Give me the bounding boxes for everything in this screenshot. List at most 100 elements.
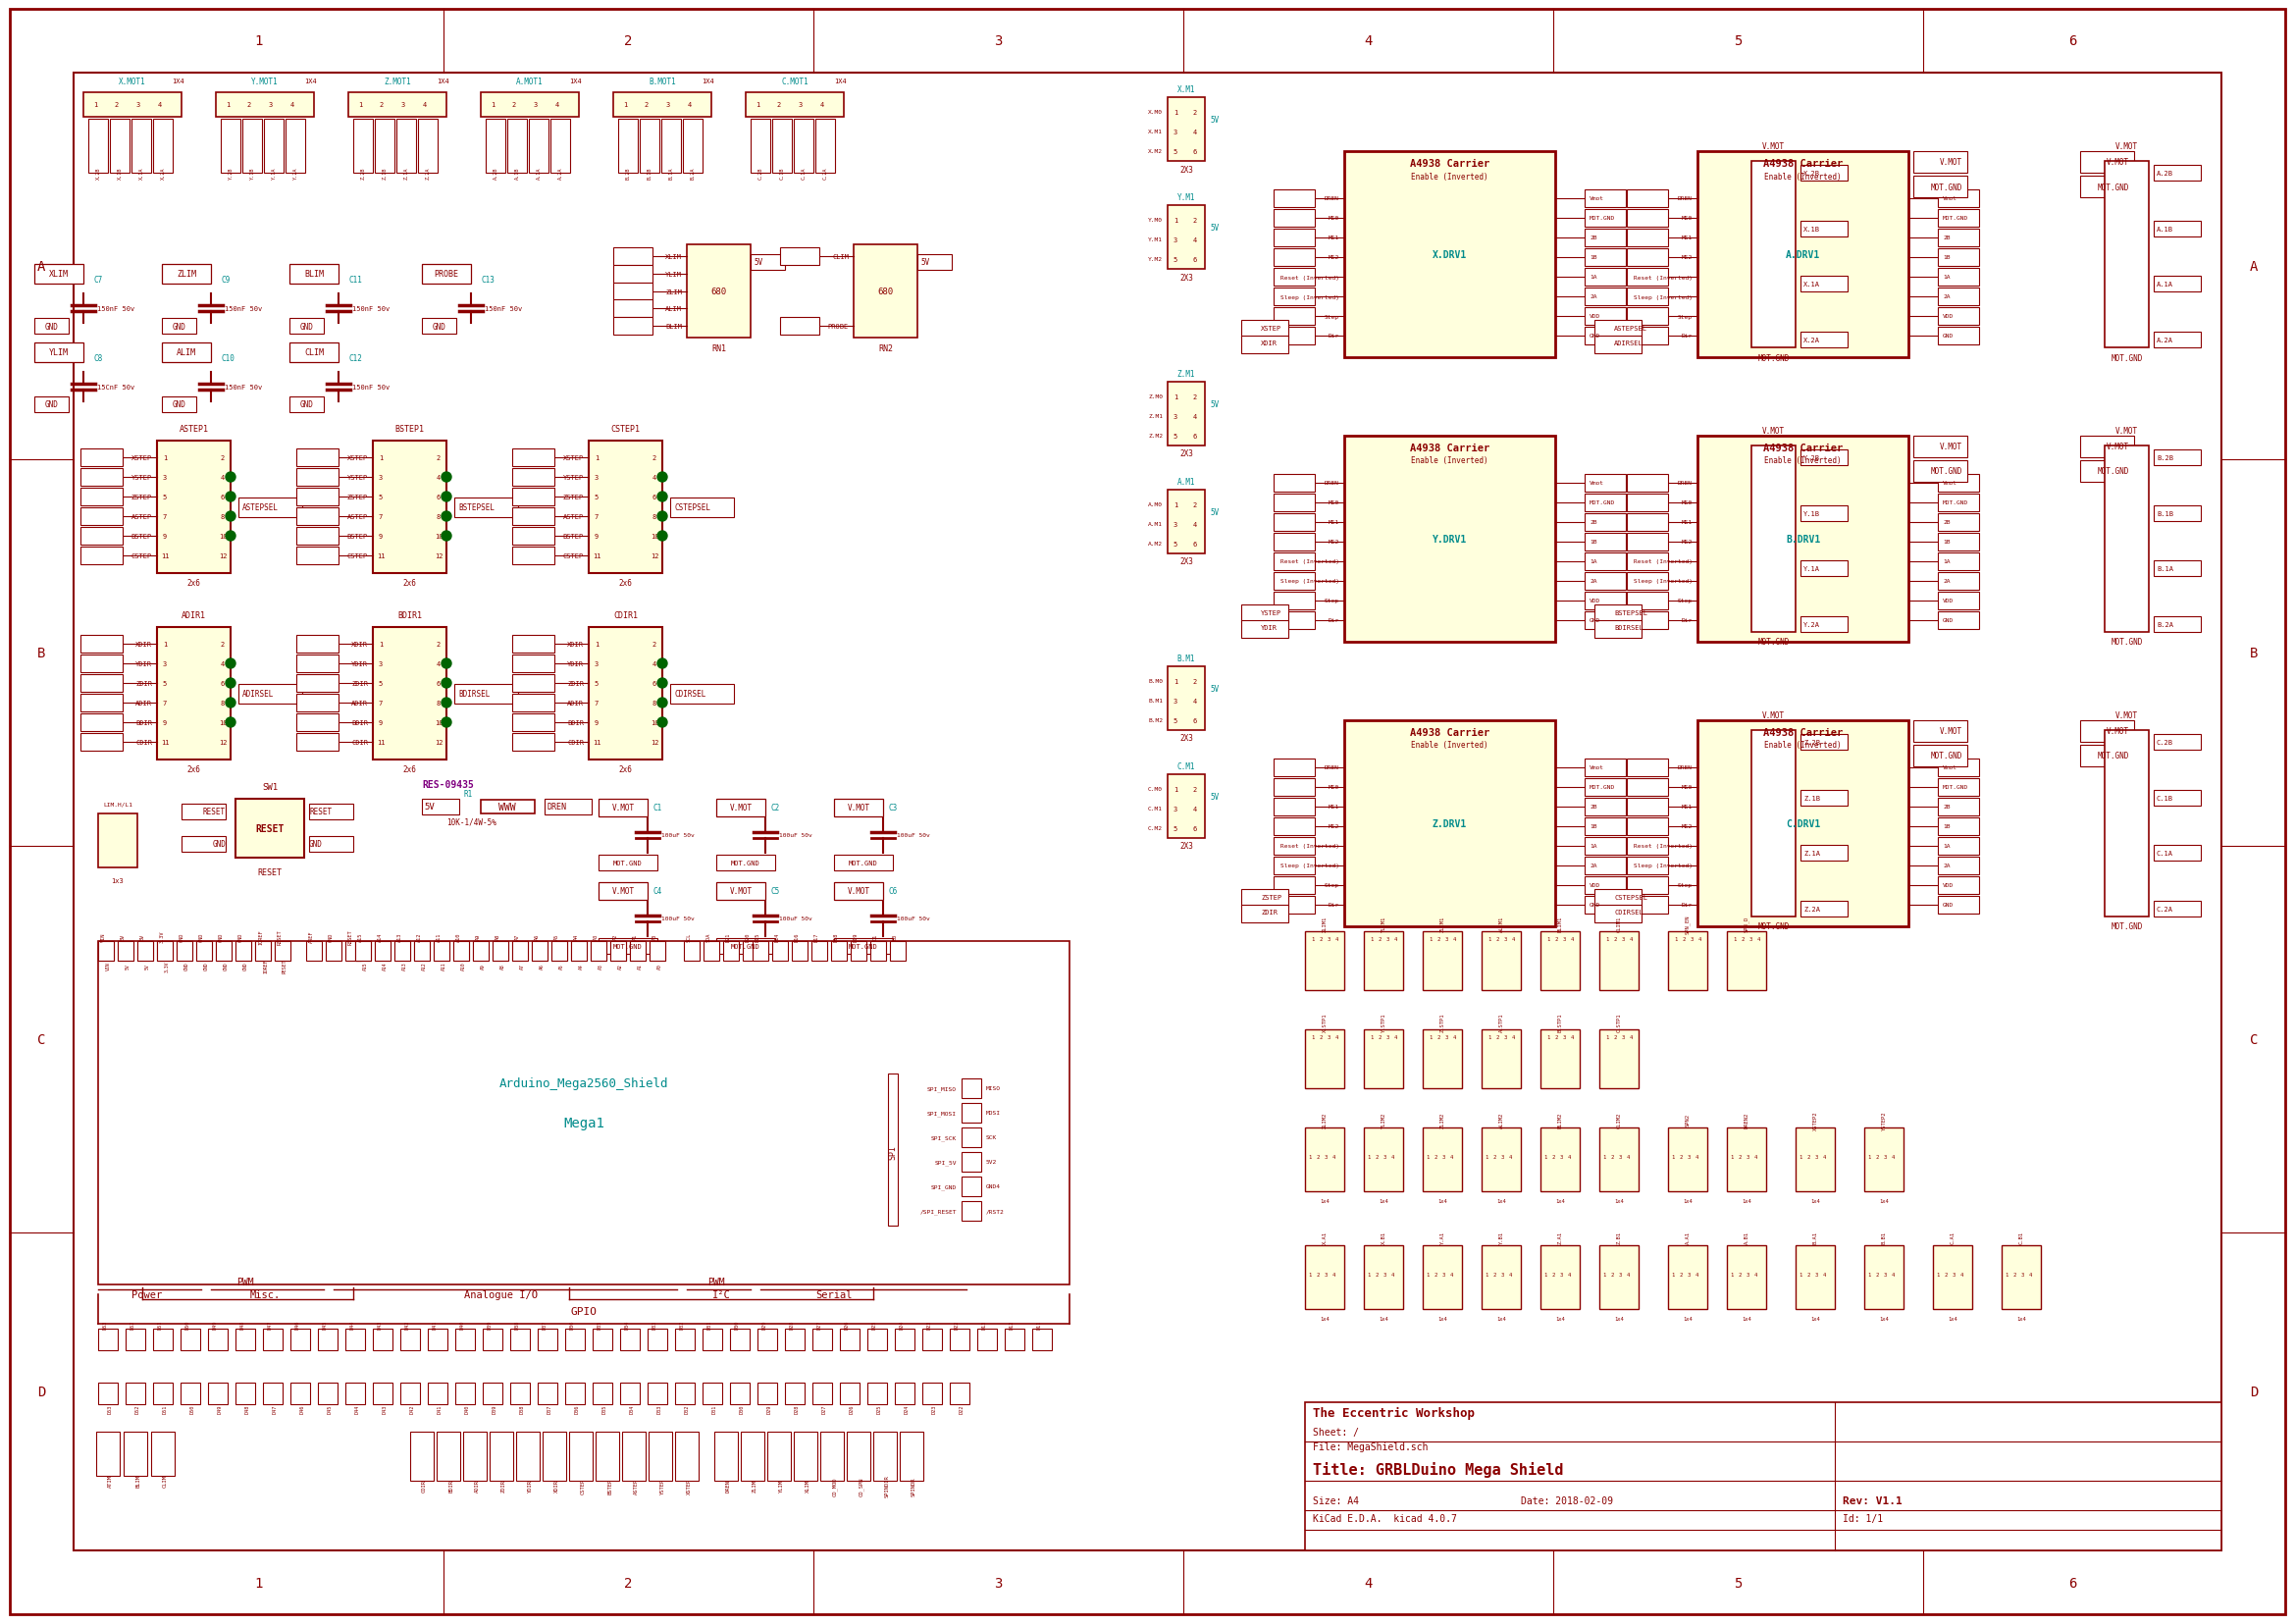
Text: 8: 8 (652, 513, 656, 520)
Text: CLIM: CLIM (305, 349, 324, 357)
Text: 4: 4 (1756, 937, 1760, 942)
Text: A11: A11 (441, 961, 448, 970)
Text: DREN: DREN (1324, 197, 1340, 201)
Text: 3: 3 (799, 102, 803, 107)
Text: 11: 11 (376, 554, 386, 559)
Text: 3: 3 (1953, 1273, 1955, 1278)
Text: A2: A2 (613, 934, 617, 940)
Text: CO_MOD: CO_MOD (833, 1476, 838, 1496)
Bar (1274, 289, 1315, 305)
Text: 5V: 5V (920, 258, 929, 268)
Text: 3: 3 (1501, 1273, 1503, 1278)
Bar (1483, 1246, 1522, 1309)
Text: 1x4: 1x4 (1556, 1199, 1565, 1203)
Text: Enable (Inverted): Enable (Inverted) (1411, 456, 1487, 466)
Bar (487, 120, 505, 174)
Text: 1: 1 (1368, 1155, 1370, 1160)
Text: ADIR: ADIR (135, 700, 151, 706)
Bar (1937, 309, 1978, 325)
Text: YSTEP2: YSTEP2 (1882, 1111, 1886, 1130)
Text: 2: 2 (1806, 1273, 1811, 1278)
Bar (962, 1202, 982, 1221)
Bar (291, 1382, 310, 1405)
Text: B.DRV1: B.DRV1 (1786, 534, 1820, 544)
Bar (723, 942, 739, 961)
Bar (2153, 166, 2201, 182)
Text: A6: A6 (535, 934, 539, 940)
Text: 4: 4 (1570, 937, 1574, 942)
Text: RESET: RESET (282, 958, 287, 973)
Text: 3: 3 (1815, 1155, 1818, 1160)
Bar (1363, 1030, 1402, 1088)
Text: C: C (37, 1033, 46, 1046)
Text: ATIM: ATIM (108, 1475, 112, 1488)
Bar (512, 674, 555, 692)
Text: 1x4: 1x4 (1379, 1199, 1388, 1203)
Text: 2: 2 (1680, 1155, 1682, 1160)
Text: A0: A0 (656, 963, 663, 970)
Text: C10: C10 (220, 354, 234, 362)
Bar (2001, 1246, 2040, 1309)
Text: 4: 4 (1822, 1273, 1825, 1278)
Bar (236, 799, 305, 857)
Text: 2: 2 (1437, 937, 1439, 942)
Text: Z.2A: Z.2A (1804, 906, 1820, 913)
Text: 1: 1 (1602, 1273, 1606, 1278)
Text: CSTEP1: CSTEP1 (610, 425, 640, 434)
Circle shape (656, 492, 668, 502)
Text: 5: 5 (1173, 149, 1177, 154)
Bar (1584, 877, 1625, 895)
Text: YSTEP: YSTEP (1260, 611, 1281, 615)
Text: C12: C12 (349, 354, 363, 362)
Bar (1751, 731, 1795, 918)
Bar (1306, 932, 1345, 991)
Bar (2153, 505, 2201, 521)
Text: 1B: 1B (1590, 255, 1597, 260)
Bar (1274, 554, 1315, 570)
Text: 2: 2 (1492, 1273, 1496, 1278)
Text: V.MOT: V.MOT (613, 804, 633, 812)
Bar (649, 1432, 672, 1481)
Text: CSTEP: CSTEP (581, 1478, 585, 1494)
Text: 4: 4 (1193, 237, 1198, 244)
Bar (2153, 734, 2201, 750)
Bar (1937, 799, 1978, 815)
Text: D29: D29 (767, 1403, 771, 1413)
Text: SPN2: SPN2 (1685, 1114, 1689, 1127)
Text: A1: A1 (633, 934, 638, 940)
Text: D17: D17 (815, 932, 819, 942)
Bar (1274, 838, 1315, 856)
Text: 1: 1 (1547, 1034, 1549, 1039)
Text: D43: D43 (379, 1319, 383, 1328)
Bar (80, 489, 122, 507)
Text: 4: 4 (1391, 1155, 1393, 1160)
Text: D47: D47 (269, 1319, 273, 1328)
Text: SPI_SCK: SPI_SCK (932, 1135, 957, 1140)
Text: A2: A2 (617, 963, 622, 970)
Text: D39: D39 (487, 1319, 493, 1328)
Bar (372, 442, 448, 573)
Bar (1751, 162, 1795, 348)
Text: 4: 4 (1336, 1034, 1338, 1039)
Bar (80, 528, 122, 546)
Text: D22: D22 (959, 1403, 964, 1413)
Bar (1274, 513, 1315, 531)
Text: 1B: 1B (1590, 539, 1597, 544)
Bar (1168, 206, 1205, 270)
Bar (1274, 612, 1315, 630)
Bar (686, 245, 750, 338)
Text: Serial: Serial (815, 1289, 851, 1299)
Text: YSTEP: YSTEP (661, 1478, 666, 1494)
Text: 2B: 2B (1944, 520, 1951, 525)
Bar (138, 942, 154, 961)
Bar (716, 939, 776, 955)
Bar (730, 1382, 750, 1405)
Text: 4: 4 (1508, 1273, 1512, 1278)
Bar (80, 654, 122, 672)
Bar (1584, 857, 1625, 875)
Bar (1584, 474, 1625, 492)
Text: A.STP1: A.STP1 (1499, 1012, 1503, 1031)
Text: YDIR: YDIR (528, 1479, 532, 1492)
Bar (372, 627, 448, 760)
Text: 2B: 2B (1590, 235, 1597, 240)
